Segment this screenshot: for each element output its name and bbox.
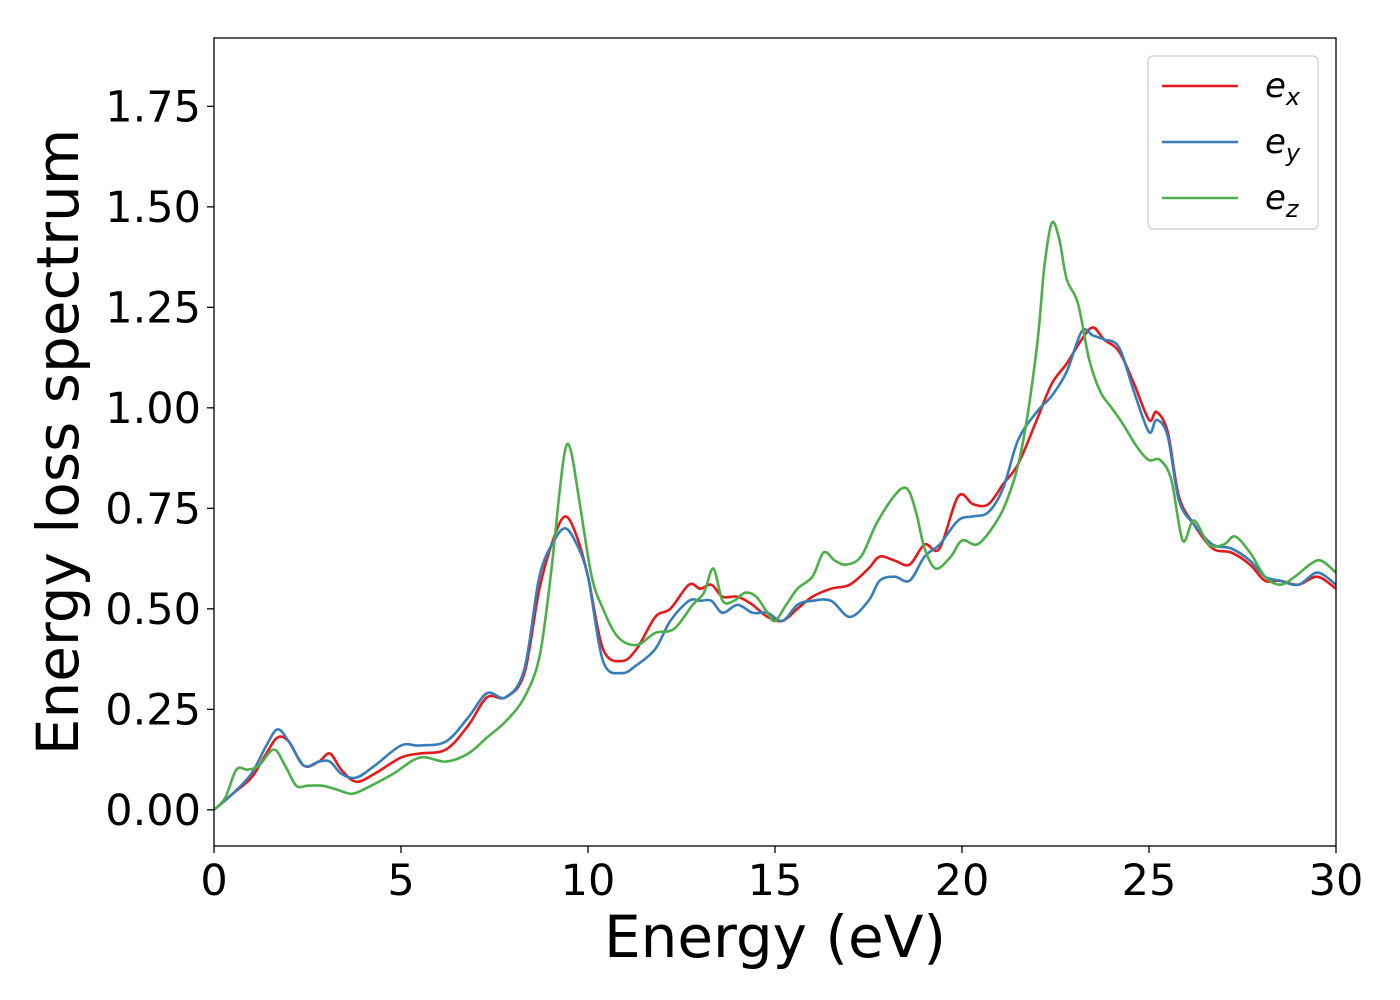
series-layer (214, 220, 1336, 811)
y-tick-label: 1.00 (105, 384, 201, 434)
y-tick-label: 0.00 (105, 786, 201, 836)
x-tick-label: 5 (387, 856, 414, 906)
x-tick-label: 25 (1122, 856, 1177, 906)
series-line-e-z (214, 220, 1336, 811)
y-tick-label: 1.25 (105, 283, 201, 333)
series-line-e-y (214, 328, 1336, 811)
x-tick-label: 10 (561, 856, 616, 906)
x-axis-title: Energy (eV) (604, 903, 946, 971)
y-tick-label: 0.50 (105, 585, 201, 635)
legend-label-base: e (1265, 66, 1286, 106)
x-tick-label: 30 (1309, 856, 1364, 906)
legend-label-base: e (1265, 178, 1286, 218)
x-tick-label: 20 (935, 856, 990, 906)
legend-label-e-y: ey (1265, 122, 1301, 167)
y-axis: 0.00 0.25 0.50 0.75 1.00 1.25 1.50 1.75 (105, 82, 214, 836)
y-axis-title: Energy loss spectrum (24, 129, 92, 755)
y-tick-label: 1.75 (105, 82, 201, 132)
x-tick-label: 0 (200, 856, 227, 906)
legend-label-subscript: y (1285, 139, 1301, 167)
x-tick-label: 15 (748, 856, 803, 906)
y-tick-label: 0.25 (105, 685, 201, 735)
y-tick-label: 0.75 (105, 484, 201, 534)
y-tick-label: 1.50 (105, 183, 201, 233)
legend-label-subscript: x (1285, 83, 1301, 111)
legend-label-base: e (1265, 122, 1286, 162)
legend-label-e-z: ez (1265, 178, 1300, 223)
legend-label-subscript: z (1285, 195, 1300, 223)
x-axis: 0 5 10 15 20 25 30 (200, 846, 1363, 906)
legend-label-e-x: ex (1265, 66, 1301, 111)
